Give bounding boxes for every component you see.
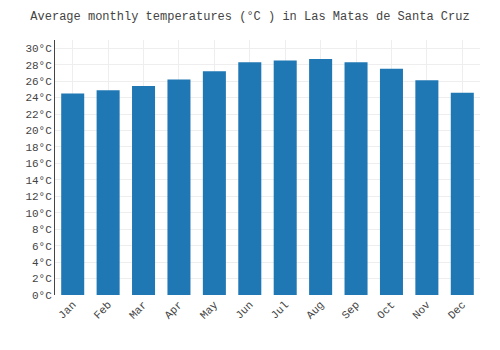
svg-text:30°C: 30°C [25, 43, 52, 55]
svg-text:Average monthly temperatures (: Average monthly temperatures (°C ) in La… [30, 10, 469, 24]
svg-text:16°C: 16°C [25, 158, 52, 170]
svg-text:Feb: Feb [92, 299, 114, 321]
svg-text:Apr: Apr [162, 299, 184, 321]
svg-text:18°C: 18°C [25, 142, 52, 154]
svg-text:10°C: 10°C [25, 208, 52, 220]
svg-text:22°C: 22°C [25, 109, 52, 121]
svg-text:0°C: 0°C [32, 290, 52, 302]
svg-text:2°C: 2°C [32, 273, 52, 285]
svg-text:Jul: Jul [269, 299, 291, 321]
svg-text:Oct: Oct [375, 299, 397, 321]
svg-text:26°C: 26°C [25, 76, 52, 88]
svg-text:Mar: Mar [127, 299, 149, 321]
svg-text:Jun: Jun [233, 299, 255, 321]
svg-text:4°C: 4°C [32, 257, 52, 269]
svg-text:24°C: 24°C [25, 92, 52, 104]
svg-text:20°C: 20°C [25, 125, 52, 137]
svg-text:May: May [198, 299, 221, 322]
svg-text:Jan: Jan [56, 299, 78, 321]
svg-text:8°C: 8°C [32, 224, 52, 236]
svg-text:Sep: Sep [340, 299, 362, 321]
svg-text:Dec: Dec [446, 299, 468, 321]
svg-text:Aug: Aug [304, 299, 326, 321]
svg-text:12°C: 12°C [25, 191, 52, 203]
svg-text:28°C: 28°C [25, 60, 52, 72]
svg-text:14°C: 14°C [25, 175, 52, 187]
svg-text:6°C: 6°C [32, 241, 52, 253]
svg-text:Nov: Nov [410, 299, 433, 322]
